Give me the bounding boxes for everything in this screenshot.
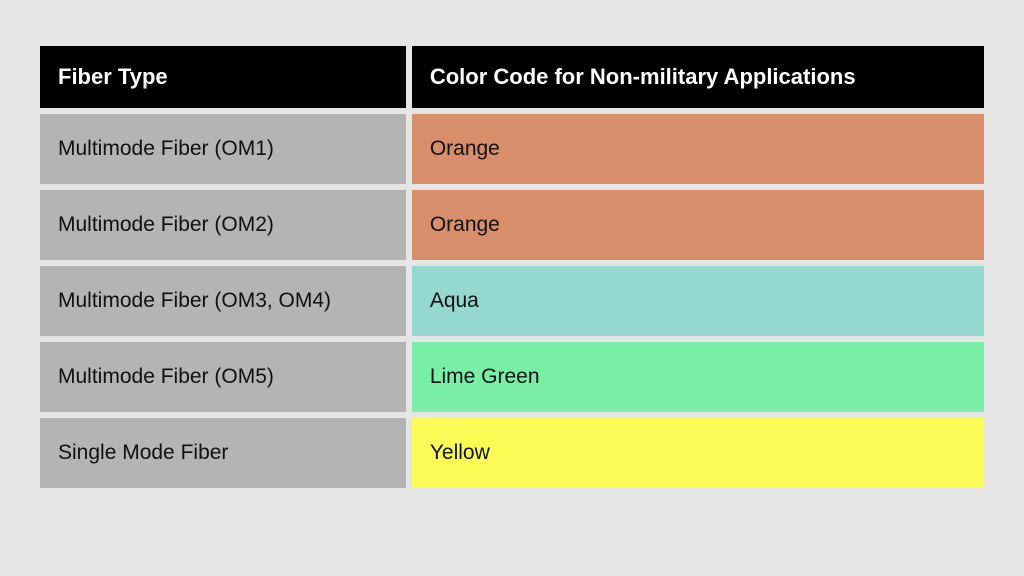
cell-fiber-type: Multimode Fiber (OM5) xyxy=(40,342,406,412)
cell-color-code: Yellow xyxy=(412,418,984,488)
cell-color-code: Orange xyxy=(412,114,984,184)
cell-fiber-type: Multimode Fiber (OM2) xyxy=(40,190,406,260)
table-row: Multimode Fiber (OM1) Orange xyxy=(40,114,984,184)
cell-color-code: Orange xyxy=(412,190,984,260)
header-fiber-type: Fiber Type xyxy=(40,46,406,108)
header-color-code: Color Code for Non-military Applications xyxy=(412,46,984,108)
table-row: Multimode Fiber (OM2) Orange xyxy=(40,190,984,260)
table-header-row: Fiber Type Color Code for Non-military A… xyxy=(40,46,984,108)
table-row: Single Mode Fiber Yellow xyxy=(40,418,984,488)
cell-fiber-type: Multimode Fiber (OM1) xyxy=(40,114,406,184)
cell-color-code: Lime Green xyxy=(412,342,984,412)
cell-fiber-type: Multimode Fiber (OM3, OM4) xyxy=(40,266,406,336)
cell-color-code: Aqua xyxy=(412,266,984,336)
table-row: Multimode Fiber (OM5) Lime Green xyxy=(40,342,984,412)
fiber-color-table: Fiber Type Color Code for Non-military A… xyxy=(34,40,990,494)
table-row: Multimode Fiber (OM3, OM4) Aqua xyxy=(40,266,984,336)
cell-fiber-type: Single Mode Fiber xyxy=(40,418,406,488)
